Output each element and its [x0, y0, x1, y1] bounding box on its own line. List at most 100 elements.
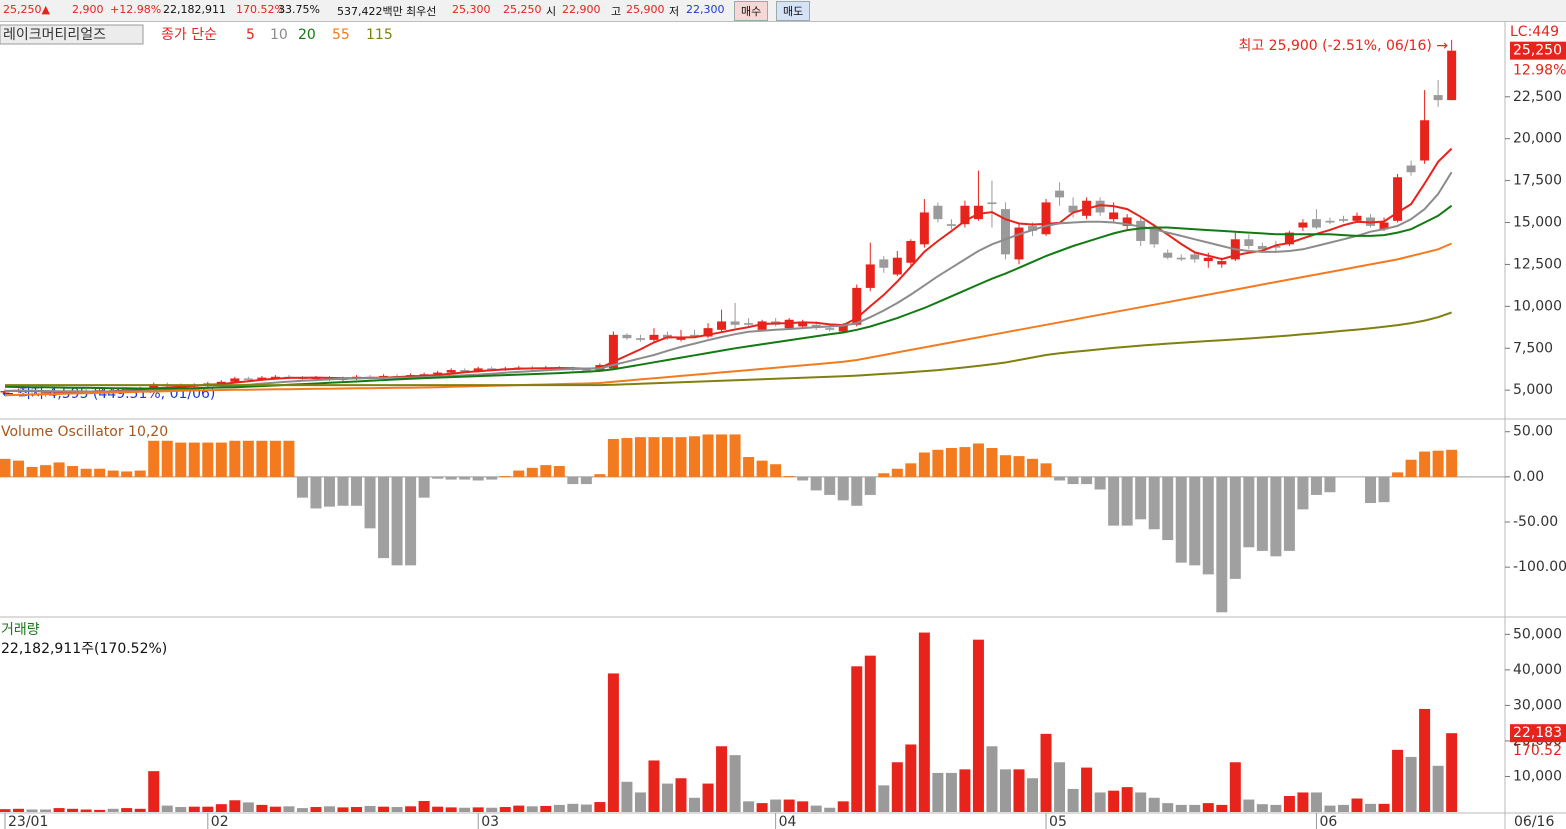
- bar: [459, 807, 471, 812]
- bar: [689, 797, 701, 812]
- bar: [634, 437, 646, 477]
- bar: [283, 440, 295, 477]
- bar: [296, 808, 308, 812]
- bar: [905, 463, 917, 477]
- moving-average-line: [4, 147, 1453, 394]
- quote-change-rate: +12.98%: [110, 3, 162, 16]
- candle-body: [1311, 219, 1321, 228]
- buy-button[interactable]: 매수: [734, 1, 769, 21]
- bar: [1446, 733, 1458, 812]
- bar: [1094, 792, 1106, 812]
- y-tick-label: -50.00: [1513, 514, 1558, 530]
- candle-body: [1109, 212, 1119, 220]
- candle-body: [1190, 254, 1200, 260]
- quote-volume: 22,182,911: [163, 3, 226, 16]
- candle-body: [1257, 245, 1267, 250]
- bar: [499, 475, 511, 477]
- bar: [121, 471, 133, 477]
- current-price-box: [1510, 41, 1566, 60]
- bar: [1162, 803, 1174, 812]
- candle-body: [41, 391, 51, 394]
- bar: [553, 804, 565, 812]
- bar: [1378, 803, 1390, 812]
- bar: [1310, 476, 1322, 495]
- bar: [1324, 476, 1336, 493]
- bar: [418, 476, 430, 498]
- candle-body: [581, 369, 591, 371]
- bar: [364, 476, 376, 529]
- bar: [1027, 458, 1039, 477]
- bar: [134, 808, 146, 812]
- candle-body: [473, 368, 483, 371]
- candle-body: [1433, 95, 1443, 101]
- bar: [1148, 797, 1160, 812]
- bar: [891, 468, 903, 477]
- bar: [621, 781, 633, 812]
- bar: [229, 440, 241, 477]
- bar: [1310, 792, 1322, 812]
- bar: [810, 805, 822, 812]
- bar: [675, 778, 687, 812]
- legend-entry: 5: [246, 27, 255, 43]
- y-tick-label: 17,500: [1513, 173, 1562, 189]
- y-tick-label: 20,000: [1513, 131, 1562, 147]
- bar: [959, 769, 971, 812]
- bar: [580, 476, 592, 485]
- quote-ask: 25,300: [452, 3, 491, 16]
- bar: [1189, 804, 1201, 812]
- bar: [959, 447, 971, 477]
- bar: [296, 476, 308, 498]
- legend-entry: 20: [298, 27, 316, 43]
- bar: [999, 769, 1011, 812]
- bar: [648, 437, 660, 477]
- bar: [945, 447, 957, 477]
- candle-body: [757, 321, 767, 330]
- legend-entry: 55: [332, 27, 350, 43]
- bar: [526, 806, 538, 812]
- candle-body: [730, 321, 740, 325]
- candle-body: [1041, 202, 1051, 235]
- legend-entry: 115: [366, 27, 393, 43]
- candle-body: [1176, 257, 1186, 260]
- quote-label: 최우선: [406, 5, 437, 18]
- quote-volume-rate: 170.52%: [236, 3, 285, 16]
- candle-body: [744, 323, 754, 325]
- bar: [215, 442, 227, 477]
- sell-button[interactable]: 매도: [776, 1, 811, 21]
- volume-title: 거래량: [1, 622, 40, 638]
- bar: [756, 460, 768, 477]
- bar: [378, 476, 390, 559]
- bar: [1162, 476, 1174, 541]
- bar: [1054, 476, 1066, 481]
- candle-body: [230, 378, 240, 382]
- bar: [905, 744, 917, 812]
- quote-label: 고: [611, 5, 622, 18]
- end-date-label: 06/16: [1514, 814, 1554, 829]
- candle-body: [1338, 219, 1348, 221]
- bar: [1027, 778, 1039, 812]
- bar: [918, 632, 930, 812]
- bar: [824, 476, 836, 495]
- bar: [891, 762, 903, 812]
- candle-body: [446, 370, 456, 373]
- bar: [26, 466, 38, 477]
- candle-body: [1406, 165, 1416, 173]
- candle-body: [1068, 205, 1078, 213]
- bar: [851, 476, 863, 506]
- bar: [594, 802, 606, 812]
- bar: [1270, 804, 1282, 812]
- bar: [1432, 450, 1444, 477]
- bar: [1392, 472, 1404, 477]
- bar: [986, 447, 998, 477]
- bar: [1040, 463, 1052, 477]
- bar: [689, 436, 701, 477]
- bar: [553, 466, 565, 477]
- bar: [1121, 476, 1133, 526]
- bar: [837, 476, 849, 501]
- candle-body: [717, 321, 727, 330]
- y-tick-label: 15,000: [1513, 215, 1562, 231]
- bar: [1270, 476, 1282, 557]
- candle-body: [1271, 245, 1281, 248]
